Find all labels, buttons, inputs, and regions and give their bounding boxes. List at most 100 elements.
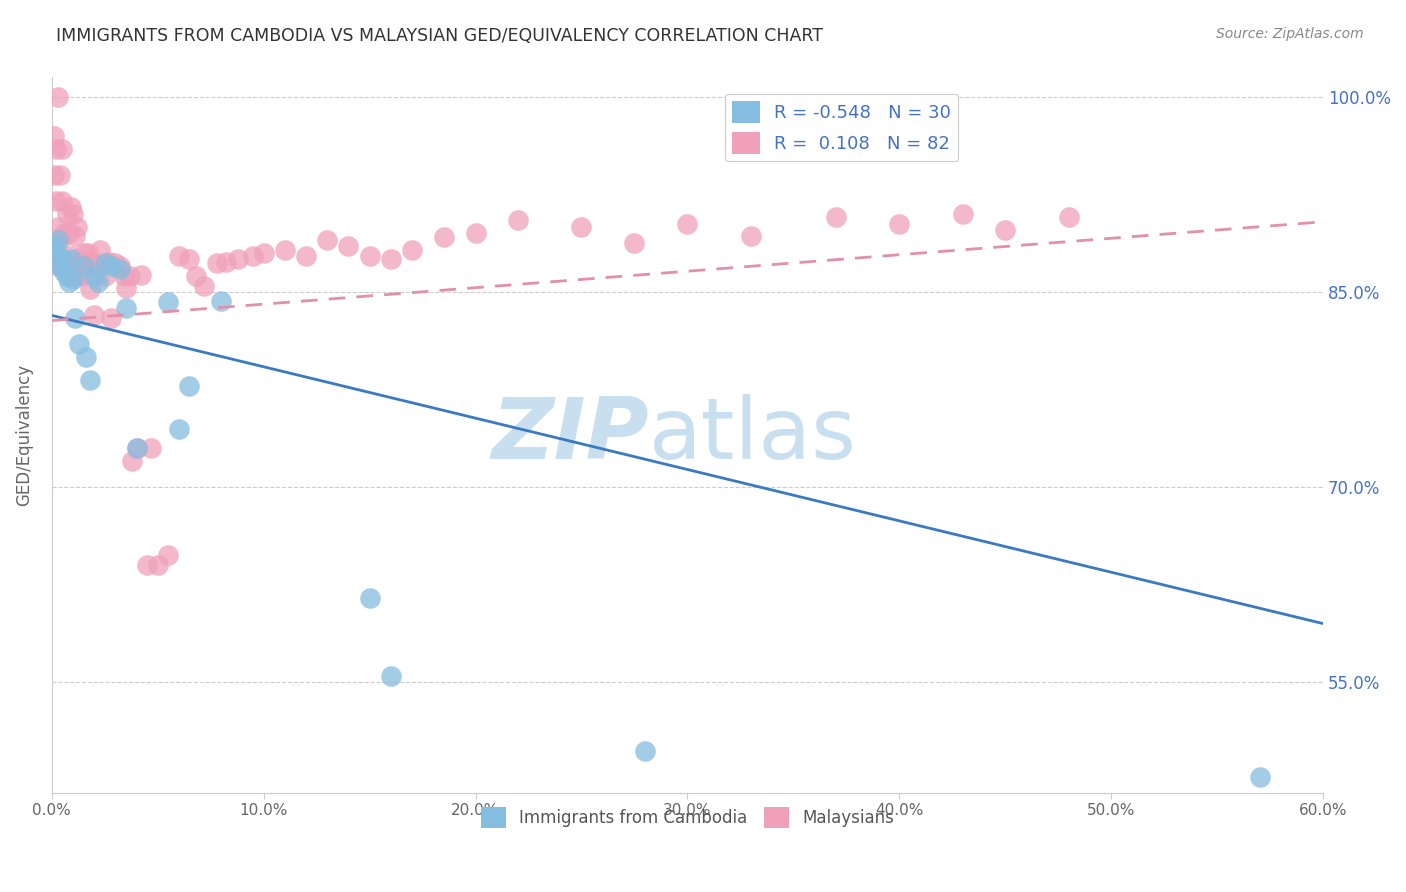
Text: Source: ZipAtlas.com: Source: ZipAtlas.com	[1216, 27, 1364, 41]
Point	[193, 278, 215, 293]
Point	[146, 558, 169, 573]
Text: atlas: atlas	[650, 393, 858, 476]
Point	[49, 233, 72, 247]
Text: ZIP: ZIP	[492, 393, 650, 476]
Point	[62, 207, 84, 221]
Point	[125, 441, 148, 455]
Point	[623, 235, 645, 250]
Point	[104, 256, 127, 270]
Point	[337, 239, 360, 253]
Point	[87, 259, 110, 273]
Point	[53, 252, 76, 267]
Point	[51, 259, 73, 273]
Point	[634, 744, 657, 758]
Point	[295, 249, 318, 263]
Point	[889, 218, 911, 232]
Point	[67, 259, 90, 273]
Y-axis label: GED/Equivalency: GED/Equivalency	[15, 364, 32, 506]
Point	[63, 311, 86, 326]
Point	[115, 281, 138, 295]
Point	[55, 207, 77, 221]
Point	[464, 227, 486, 241]
Point	[214, 255, 236, 269]
Point	[66, 256, 89, 270]
Point	[112, 269, 135, 284]
Point	[97, 255, 120, 269]
Point	[141, 441, 163, 455]
Point	[571, 219, 593, 234]
Point	[108, 261, 131, 276]
Point	[59, 252, 82, 267]
Point	[209, 294, 232, 309]
Point	[58, 227, 80, 241]
Point	[167, 249, 190, 263]
Point	[59, 249, 82, 263]
Point	[67, 337, 90, 351]
Point	[433, 230, 456, 244]
Point	[66, 219, 89, 234]
Point	[53, 265, 76, 279]
Point	[42, 239, 65, 253]
Point	[100, 311, 122, 326]
Point	[1249, 770, 1271, 784]
Point	[45, 142, 67, 156]
Point	[79, 373, 101, 387]
Point	[242, 249, 264, 263]
Point	[45, 194, 67, 208]
Point	[100, 259, 122, 273]
Point	[205, 256, 228, 270]
Point	[75, 350, 97, 364]
Point	[70, 269, 93, 284]
Point	[84, 256, 107, 270]
Point	[740, 229, 762, 244]
Point	[136, 558, 159, 573]
Point	[359, 591, 381, 605]
Point	[55, 256, 77, 270]
Point	[42, 168, 65, 182]
Point	[51, 142, 73, 156]
Point	[46, 233, 69, 247]
Point	[63, 229, 86, 244]
Point	[83, 309, 105, 323]
Point	[157, 295, 180, 310]
Point	[179, 252, 201, 267]
Point	[83, 269, 105, 284]
Point	[952, 207, 974, 221]
Point	[179, 378, 201, 392]
Point	[49, 259, 72, 273]
Point	[108, 259, 131, 273]
Point	[75, 255, 97, 269]
Point	[380, 668, 402, 682]
Point	[46, 90, 69, 104]
Point	[157, 548, 180, 562]
Point	[316, 233, 339, 247]
Point	[53, 227, 76, 241]
Point	[79, 282, 101, 296]
Point	[824, 210, 846, 224]
Point	[42, 128, 65, 143]
Point	[67, 265, 90, 279]
Point	[120, 269, 142, 284]
Point	[676, 218, 699, 232]
Point	[401, 244, 423, 258]
Point	[51, 194, 73, 208]
Point	[62, 255, 84, 269]
Point	[63, 269, 86, 284]
Point	[62, 272, 84, 286]
Point	[45, 246, 67, 260]
Point	[115, 301, 138, 315]
Point	[359, 249, 381, 263]
Point	[58, 275, 80, 289]
Point	[1057, 210, 1080, 224]
Text: IMMIGRANTS FROM CAMBODIA VS MALAYSIAN GED/EQUIVALENCY CORRELATION CHART: IMMIGRANTS FROM CAMBODIA VS MALAYSIAN GE…	[56, 27, 824, 45]
Point	[51, 252, 73, 267]
Point	[46, 259, 69, 273]
Point	[274, 244, 297, 258]
Point	[72, 246, 94, 260]
Point	[58, 255, 80, 269]
Point	[55, 269, 77, 284]
Point	[167, 421, 190, 435]
Legend: Immigrants from Cambodia, Malaysians: Immigrants from Cambodia, Malaysians	[474, 801, 901, 834]
Point	[80, 259, 103, 273]
Point	[380, 252, 402, 267]
